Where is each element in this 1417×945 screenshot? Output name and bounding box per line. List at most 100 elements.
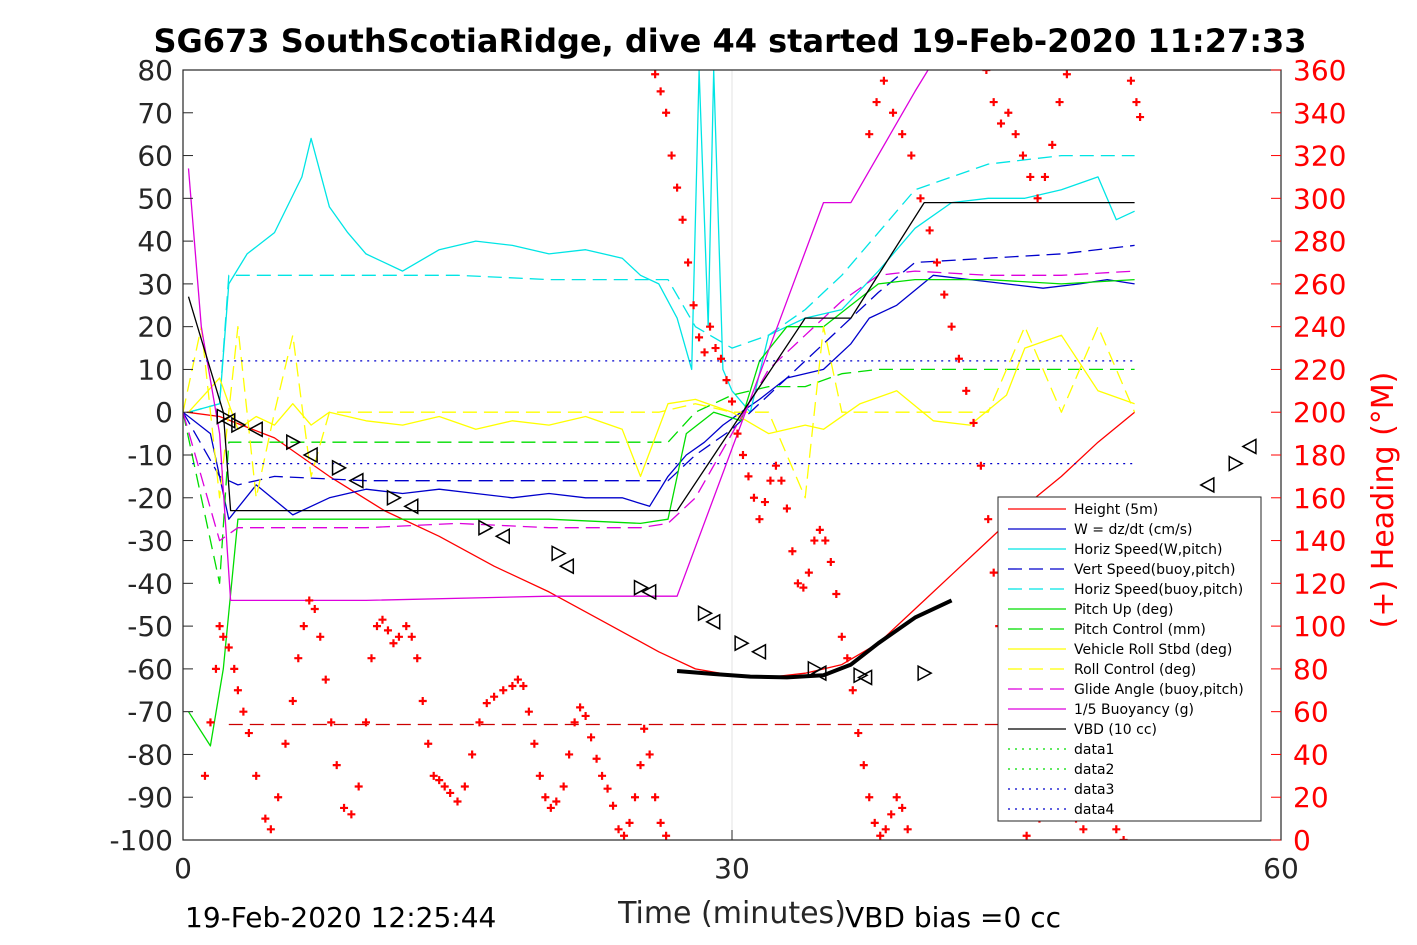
legend-label-13: data2 [1074, 762, 1114, 778]
heading-marker-38 [424, 739, 433, 748]
y-tick-label-5: 30 [137, 268, 173, 301]
heading-marker-6 [230, 664, 239, 673]
y-tick-label-4: 40 [137, 225, 173, 258]
x-tick-label-1: 30 [714, 852, 750, 885]
heading-marker-169 [1119, 836, 1128, 840]
heading-marker-80 [656, 87, 665, 96]
heading-marker-9 [244, 729, 253, 738]
triangle-marker-31 [1241, 438, 1257, 455]
heading-marker-62 [576, 703, 585, 712]
heading-marker-77 [656, 818, 665, 827]
heading-marker-79 [651, 70, 660, 79]
y2-tick-label-14: 80 [1293, 653, 1329, 686]
chart-title: SG673 SouthScotiaRidge, dive 44 started … [153, 22, 1306, 60]
legend-label-11: VBD (10 cc) [1074, 722, 1157, 738]
heading-marker-14 [281, 739, 290, 748]
heading-marker-134 [932, 258, 941, 267]
x-axis-ticks: 0 30 60 [174, 830, 1299, 885]
heading-marker-15 [288, 696, 297, 705]
heading-marker-100 [766, 476, 775, 485]
triangle-marker-9 [403, 498, 419, 515]
heading-marker-82 [667, 151, 676, 160]
y2-tick-label-1: 340 [1293, 97, 1346, 130]
heading-marker-30 [378, 615, 387, 624]
heading-marker-94 [733, 429, 742, 438]
heading-marker-129 [889, 108, 898, 117]
heading-marker-11 [261, 814, 270, 823]
legend-label-6: Pitch Control (mm) [1074, 622, 1206, 638]
heading-marker-8 [239, 707, 248, 716]
triangle-marker-23 [857, 669, 873, 686]
heading-marker-127 [872, 98, 881, 107]
heading-marker-68 [609, 801, 618, 810]
y2-tick-label-16: 40 [1293, 738, 1329, 771]
triangle-marker-1 [220, 412, 236, 430]
heading-marker-34 [402, 622, 411, 631]
heading-marker-69 [614, 825, 623, 834]
y-tick-label-15: -70 [127, 696, 173, 729]
heading-marker-115 [848, 686, 857, 695]
heading-marker-35 [407, 632, 416, 641]
heading-marker-106 [799, 583, 808, 592]
heading-marker-19 [310, 605, 319, 613]
x-tick-label-0: 0 [174, 852, 192, 885]
heading-marker-48 [490, 692, 499, 701]
heading-marker-46 [475, 718, 484, 727]
heading-marker-81 [662, 108, 671, 117]
y2-tick-label-2: 320 [1293, 140, 1346, 173]
triangle-marker-12 [551, 545, 567, 562]
heading-marker-117 [859, 761, 868, 770]
heading-marker-91 [717, 354, 726, 363]
heading-marker-66 [598, 771, 607, 780]
series-line-7 [188, 334, 1135, 478]
y-tick-label-11: -30 [127, 525, 173, 558]
heading-marker-26 [354, 782, 363, 791]
heading-marker-159 [1055, 98, 1064, 107]
heading-marker-140 [976, 461, 985, 470]
heading-marker-83 [673, 183, 682, 192]
series-line-8 [183, 326, 1136, 499]
heading-marker-123 [892, 793, 901, 802]
heading-marker-102 [777, 476, 786, 485]
triangle-marker-19 [750, 643, 767, 661]
y2-tick-label-15: 60 [1293, 696, 1329, 729]
heading-marker-84 [678, 215, 687, 224]
heading-marker-155 [1026, 172, 1035, 181]
y2-tick-label-3: 300 [1293, 182, 1346, 215]
triangle-marker-11 [494, 528, 510, 545]
series-line-5 [187, 278, 1135, 747]
heading-marker-135 [940, 290, 949, 299]
heading-marker-172 [1136, 113, 1145, 122]
heading-marker-89 [706, 322, 715, 331]
heading-marker-75 [645, 750, 654, 759]
legend-label-5: Pitch Up (deg) [1074, 602, 1173, 618]
heading-marker-112 [832, 590, 841, 599]
series-line-4 [188, 154, 1135, 413]
y2-tick-label-6: 240 [1293, 311, 1346, 344]
heading-marker-118 [865, 793, 874, 802]
triangle-marker-24 [917, 664, 933, 682]
series-line-11 [187, 201, 1135, 512]
heading-marker-42 [446, 788, 455, 797]
y-tick-label-2: 60 [137, 140, 173, 173]
heading-marker-154 [1018, 151, 1027, 160]
series-line-2 [188, 70, 1135, 413]
heading-marker-41 [440, 782, 449, 791]
y-tick-label-17: -90 [127, 781, 173, 814]
heading-marker-65 [592, 754, 601, 763]
heading-marker-70 [620, 831, 629, 840]
x-axis-label: Time (minutes) [617, 896, 846, 931]
heading-marker-63 [581, 711, 590, 720]
y2-tick-label-7: 220 [1293, 353, 1346, 386]
heading-marker-149 [982, 70, 991, 74]
series-line-1 [183, 274, 1135, 520]
heading-marker-101 [771, 461, 780, 470]
triangle-marker-21 [811, 664, 827, 682]
triangle-marker-29 [1199, 476, 1215, 494]
heading-marker-44 [460, 782, 469, 791]
heading-marker-153 [1011, 130, 1020, 139]
heading-marker-59 [559, 782, 568, 791]
series-line-0 [186, 411, 1136, 679]
heading-marker-142 [989, 568, 998, 577]
heading-marker-3 [215, 622, 224, 631]
